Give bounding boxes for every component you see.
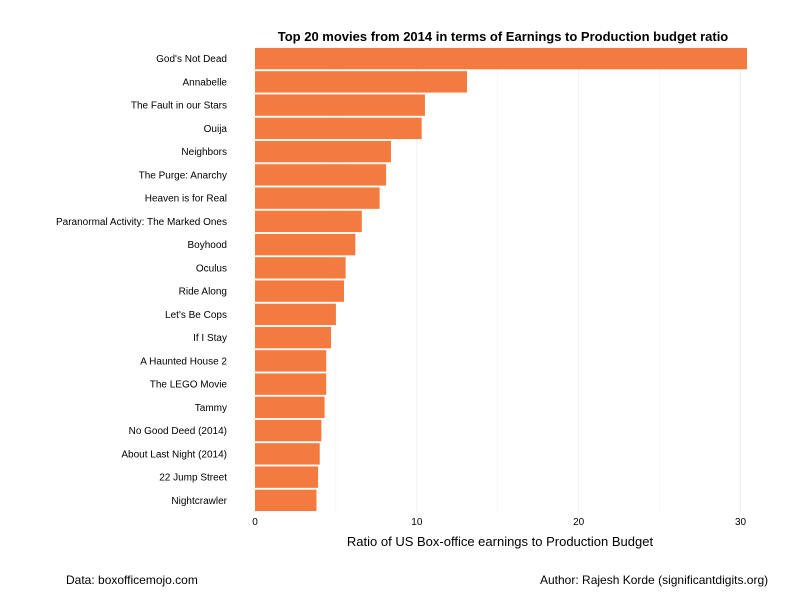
bar — [255, 71, 468, 93]
x-axis-ticks: 0 10 20 30 — [252, 517, 746, 528]
category-label: Ouija — [204, 124, 228, 135]
bar — [255, 396, 325, 419]
category-label: Paranormal Activity: The Marked Ones — [56, 217, 227, 228]
bar — [255, 280, 345, 302]
chart-title: Top 20 movies from 2014 in terms of Earn… — [278, 29, 729, 44]
tick-label: 10 — [411, 517, 423, 528]
bar — [255, 117, 422, 140]
tick-label: 30 — [735, 517, 747, 528]
category-label: Heaven is for Real — [145, 194, 227, 205]
category-label: Oculus — [196, 263, 227, 274]
bars — [255, 47, 747, 512]
bar — [255, 326, 332, 349]
category-labels: God's Not Dead Annabelle The Fault in our … — [56, 54, 228, 507]
category-label: Neighbors — [181, 147, 227, 158]
bar — [255, 466, 319, 488]
category-label: If I Stay — [193, 333, 227, 344]
x-axis-title: Ratio of US Box-office earnings to Produ… — [347, 534, 654, 549]
bar — [255, 140, 391, 163]
bar — [255, 419, 322, 442]
bar — [255, 94, 425, 116]
bar — [255, 350, 327, 372]
category-label: 22 Jump Street — [159, 473, 227, 484]
bar — [255, 210, 362, 233]
bar — [255, 47, 747, 70]
category-label: About Last Night (2014) — [121, 449, 227, 460]
bar — [255, 257, 346, 279]
category-label: Ride Along — [179, 287, 227, 298]
category-label: God's Not Dead — [156, 54, 227, 65]
category-label: Annabelle — [183, 77, 228, 88]
tick-label: 20 — [573, 517, 585, 528]
category-label: Tammy — [195, 403, 227, 414]
category-label: No Good Deed (2014) — [129, 426, 227, 437]
grid — [335, 47, 742, 512]
category-label: Let's Be Cops — [165, 310, 227, 321]
tick-label: 0 — [252, 517, 258, 528]
category-label: The LEGO Movie — [150, 380, 228, 391]
bar — [255, 303, 336, 326]
bar — [255, 443, 320, 465]
category-label: The Fault in our Stars — [131, 101, 227, 112]
bar — [255, 164, 387, 186]
author-credit: Author: Rajesh Korde (significantdigits.… — [540, 573, 769, 587]
bar — [255, 233, 356, 256]
bar — [255, 187, 380, 209]
bar — [255, 489, 317, 512]
data-source: Data: boxofficemojo.com — [66, 573, 198, 587]
category-label: A Haunted House 2 — [140, 356, 227, 367]
category-label: Boyhood — [188, 240, 227, 251]
category-label: The Purge: Anarchy — [139, 170, 227, 181]
category-label: Nightcrawler — [171, 496, 227, 507]
bar — [255, 373, 327, 395]
